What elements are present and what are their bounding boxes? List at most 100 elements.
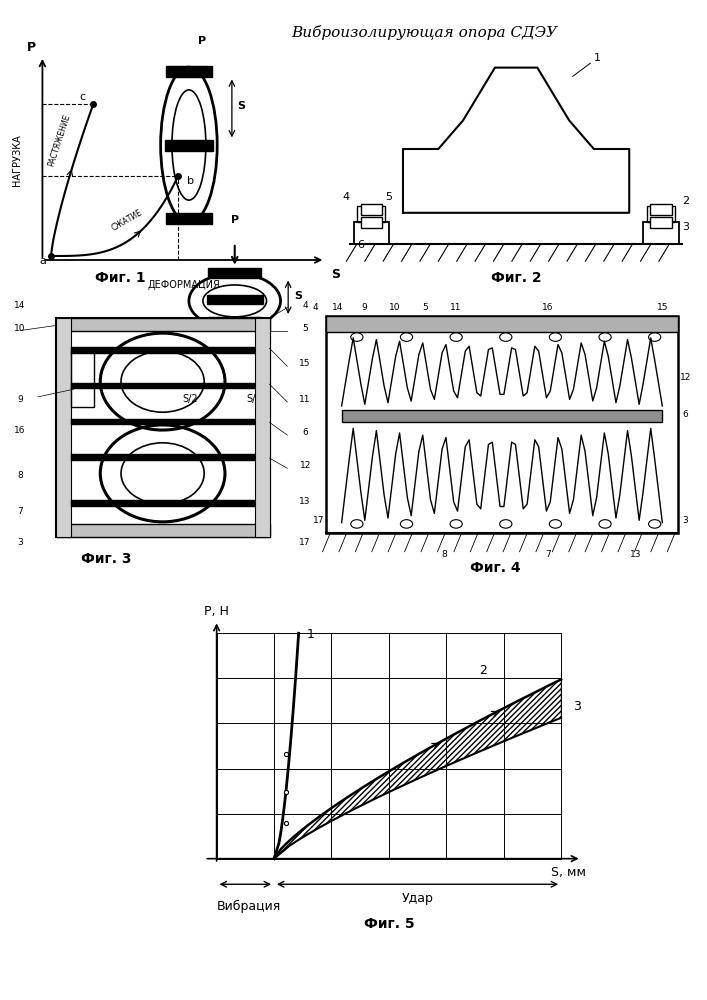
- Text: Вибрация: Вибрация: [216, 900, 281, 913]
- Text: S: S: [295, 291, 303, 301]
- Bar: [71, 454, 255, 461]
- Circle shape: [648, 520, 661, 528]
- Text: 12: 12: [679, 372, 691, 381]
- Circle shape: [351, 520, 363, 528]
- Bar: [208, 268, 262, 278]
- Bar: [643, 222, 679, 244]
- Text: 3: 3: [573, 700, 581, 713]
- Text: P: P: [27, 41, 35, 54]
- Text: 9: 9: [17, 395, 23, 404]
- Text: S/2: S/2: [182, 394, 198, 404]
- Bar: [71, 347, 255, 354]
- Text: 7: 7: [545, 550, 551, 559]
- Circle shape: [599, 333, 611, 341]
- Text: 13: 13: [299, 497, 311, 506]
- Text: Фиг. 1: Фиг. 1: [95, 271, 146, 285]
- Bar: [327, 316, 677, 332]
- Text: 4: 4: [312, 303, 317, 312]
- Text: 10: 10: [390, 303, 401, 312]
- Text: Фиг. 3: Фиг. 3: [81, 552, 132, 566]
- Circle shape: [648, 333, 661, 341]
- Bar: [354, 222, 389, 244]
- Text: a: a: [39, 256, 46, 266]
- Bar: [56, 318, 71, 537]
- Bar: [56, 318, 269, 331]
- Circle shape: [549, 333, 561, 341]
- Text: 14: 14: [332, 303, 344, 312]
- Text: 13: 13: [630, 550, 641, 559]
- Bar: [166, 66, 211, 77]
- Text: 8: 8: [442, 550, 448, 559]
- Text: 11: 11: [299, 395, 311, 404]
- Text: Фиг. 2: Фиг. 2: [491, 271, 542, 285]
- Text: ДЕФОРМАЦИЯ: ДЕФОРМАЦИЯ: [148, 280, 220, 290]
- Bar: [165, 140, 213, 151]
- Bar: [208, 317, 262, 327]
- Bar: [361, 217, 382, 228]
- Text: 3: 3: [682, 516, 688, 525]
- Bar: [71, 351, 94, 407]
- Text: 7: 7: [17, 507, 23, 516]
- Text: 3: 3: [17, 538, 23, 547]
- Circle shape: [400, 333, 413, 341]
- Text: НАГРУЗКА: НАГРУЗКА: [12, 134, 22, 186]
- Text: P, Н: P, Н: [204, 605, 229, 618]
- Bar: [255, 318, 269, 537]
- Text: 6: 6: [357, 240, 364, 250]
- Circle shape: [599, 520, 611, 528]
- Circle shape: [400, 520, 413, 528]
- Text: 1: 1: [594, 53, 601, 63]
- Text: 16: 16: [14, 426, 26, 435]
- Text: 17: 17: [313, 516, 325, 525]
- Text: РАСТЯЖЕНИЕ: РАСТЯЖЕНИЕ: [47, 113, 72, 167]
- Text: Фиг. 5: Фиг. 5: [363, 917, 414, 931]
- Bar: [71, 500, 255, 507]
- Bar: [341, 410, 662, 422]
- Text: 6: 6: [682, 410, 688, 419]
- Bar: [71, 383, 255, 389]
- Text: Виброизолирующая опора СДЭУ: Виброизолирующая опора СДЭУ: [291, 25, 557, 40]
- Text: 5: 5: [385, 192, 392, 202]
- Text: 11: 11: [450, 303, 462, 312]
- Text: S: S: [238, 101, 245, 111]
- Bar: [650, 204, 672, 215]
- Bar: [71, 419, 255, 425]
- Bar: [361, 204, 382, 215]
- Text: 6: 6: [303, 428, 308, 437]
- Bar: [166, 213, 211, 224]
- Text: 14: 14: [14, 301, 25, 310]
- Bar: [357, 206, 385, 222]
- Text: 4: 4: [343, 192, 350, 202]
- Text: 3: 3: [682, 222, 689, 232]
- Text: P: P: [198, 35, 206, 45]
- Text: 12: 12: [300, 461, 311, 470]
- Text: S, мм: S, мм: [551, 866, 585, 879]
- Text: 2: 2: [479, 664, 487, 677]
- Circle shape: [500, 333, 512, 341]
- Text: S: S: [331, 268, 340, 281]
- Text: 2: 2: [682, 196, 689, 206]
- Circle shape: [500, 520, 512, 528]
- Circle shape: [450, 333, 462, 341]
- Text: c: c: [79, 92, 86, 102]
- Text: 15: 15: [657, 303, 668, 312]
- Text: P: P: [230, 215, 239, 225]
- Bar: [647, 206, 675, 222]
- Text: S/2: S/2: [246, 394, 262, 404]
- Text: 16: 16: [542, 303, 554, 312]
- Text: 9: 9: [362, 303, 368, 312]
- Text: Удар: Удар: [402, 892, 433, 905]
- Text: 4: 4: [303, 301, 308, 310]
- Text: 1: 1: [307, 628, 315, 641]
- Text: 5: 5: [303, 324, 308, 333]
- Text: 17: 17: [299, 538, 311, 547]
- Bar: [56, 318, 269, 537]
- Bar: [327, 316, 677, 533]
- Circle shape: [549, 520, 561, 528]
- Circle shape: [351, 333, 363, 341]
- Text: Фиг. 4: Фиг. 4: [469, 561, 520, 575]
- Text: 8: 8: [17, 472, 23, 481]
- Text: b: b: [187, 176, 194, 186]
- Text: 10: 10: [14, 324, 26, 333]
- Bar: [206, 295, 263, 304]
